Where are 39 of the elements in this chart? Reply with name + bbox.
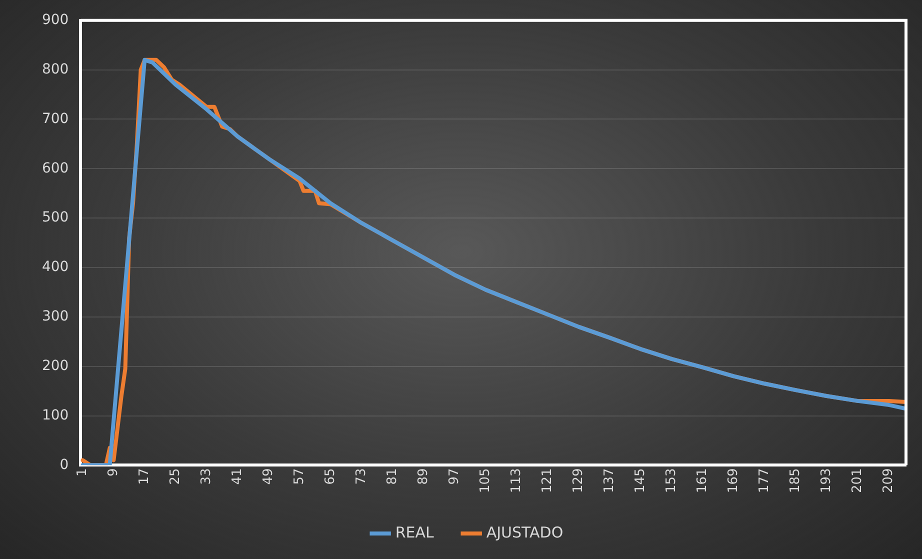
y-tick-label: 700 (42, 110, 69, 127)
x-tick-label: 113 (508, 468, 524, 494)
x-tick-label: 41 (230, 468, 246, 485)
y-tick-label: 600 (42, 160, 69, 176)
x-tick-label: 25 (168, 468, 184, 485)
x-tick-label: 49 (261, 468, 276, 485)
x-tick-label: 209 (880, 468, 896, 494)
y-tick-label: 200 (42, 358, 69, 374)
x-tick-label: 177 (756, 468, 772, 494)
x-tick-label: 169 (726, 468, 741, 494)
x-tick-label: 185 (788, 468, 803, 494)
x-tick-label: 89 (416, 468, 431, 485)
x-tick-label: 137 (602, 468, 617, 494)
x-tick-label: 201 (850, 468, 865, 494)
x-tick-label: 105 (478, 468, 493, 494)
x-tick-label: 57 (292, 468, 308, 485)
x-tick-label: 193 (818, 468, 834, 494)
legend-label: AJUSTADO (486, 523, 564, 542)
x-tick-label: 161 (694, 468, 710, 494)
y-tick-label: 500 (42, 210, 69, 226)
x-tick-label: 33 (199, 468, 214, 485)
x-tick-label: 81 (385, 468, 400, 485)
x-tick-label: 65 (323, 468, 338, 485)
x-tick-label: 145 (632, 468, 648, 494)
x-tick-label: 129 (570, 468, 586, 494)
x-tick-label: 153 (664, 468, 679, 494)
x-tick-label: 9 (106, 468, 122, 476)
legend-label: REAL (395, 523, 434, 542)
y-tick-label: 100 (42, 407, 69, 424)
y-tick-label: 300 (42, 308, 69, 325)
x-tick-label: 121 (540, 468, 555, 494)
y-tick-label: 0 (60, 456, 69, 473)
x-tick-label: 73 (354, 468, 369, 485)
x-tick-label: 17 (137, 468, 152, 485)
y-tick-label: 800 (42, 61, 69, 78)
y-tick-label: 900 (42, 12, 69, 28)
x-tick-label: 1 (75, 468, 90, 476)
x-tick-label: 97 (446, 468, 462, 485)
y-tick-label: 400 (42, 259, 69, 276)
